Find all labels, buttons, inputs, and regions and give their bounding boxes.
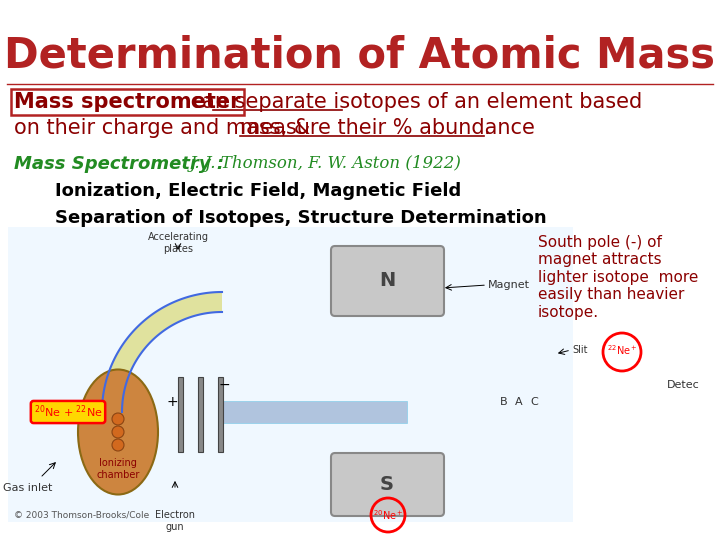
Text: Mass Spectrometry :: Mass Spectrometry : (14, 155, 224, 173)
Text: on their charge and mass, &: on their charge and mass, & (14, 118, 317, 138)
Text: $^{20}$Ne + $^{22}$Ne: $^{20}$Ne + $^{22}$Ne (34, 404, 102, 420)
Text: J. J. Thomson, F. W. Aston (1922): J. J. Thomson, F. W. Aston (1922) (190, 155, 462, 172)
Circle shape (112, 413, 124, 425)
Polygon shape (102, 292, 222, 412)
FancyBboxPatch shape (8, 227, 573, 522)
Circle shape (112, 426, 124, 438)
Text: Accelerating
plates: Accelerating plates (148, 232, 209, 254)
Text: A: A (516, 397, 523, 407)
FancyBboxPatch shape (331, 453, 444, 516)
Text: Electron
gun: Electron gun (155, 510, 195, 531)
Ellipse shape (78, 369, 158, 495)
Text: Determination of Atomic Mass: Determination of Atomic Mass (4, 35, 716, 77)
Text: South pole (-) of
magnet attracts
lighter isotope  more
easily than heavier
isot: South pole (-) of magnet attracts lighte… (538, 235, 698, 320)
Text: Detec: Detec (667, 380, 700, 390)
Circle shape (112, 439, 124, 451)
FancyBboxPatch shape (331, 246, 444, 316)
Bar (178, 377, 183, 452)
Text: $^{20}$Ne$^+$: $^{20}$Ne$^+$ (373, 508, 403, 522)
Text: can separate isotopes of an element based: can separate isotopes of an element base… (184, 92, 642, 112)
Text: +: + (166, 395, 178, 409)
Text: Ionizing
chamber: Ionizing chamber (96, 458, 140, 480)
Text: C: C (530, 397, 538, 407)
Text: Separation of Isotopes, Structure Determination: Separation of Isotopes, Structure Determ… (55, 209, 546, 227)
FancyArrow shape (222, 401, 407, 423)
Text: Gas inlet: Gas inlet (4, 483, 53, 493)
Text: N: N (379, 272, 395, 291)
Text: Mass spectrometer: Mass spectrometer (14, 92, 240, 112)
Text: .: . (484, 118, 490, 138)
Text: Magnet: Magnet (488, 280, 530, 290)
Text: © 2003 Thomson-Brooks/Cole: © 2003 Thomson-Brooks/Cole (14, 511, 149, 520)
Polygon shape (102, 292, 222, 412)
Text: $^{22}$Ne$^+$: $^{22}$Ne$^+$ (607, 343, 637, 357)
Text: Slit: Slit (572, 345, 588, 355)
Text: measure their % abundance: measure their % abundance (240, 118, 535, 138)
Text: S: S (380, 476, 394, 495)
Text: Ionization, Electric Field, Magnetic Field: Ionization, Electric Field, Magnetic Fie… (55, 182, 462, 200)
Bar (218, 377, 223, 452)
Text: B: B (500, 397, 508, 407)
Bar (198, 377, 203, 452)
Text: −: − (218, 378, 230, 392)
